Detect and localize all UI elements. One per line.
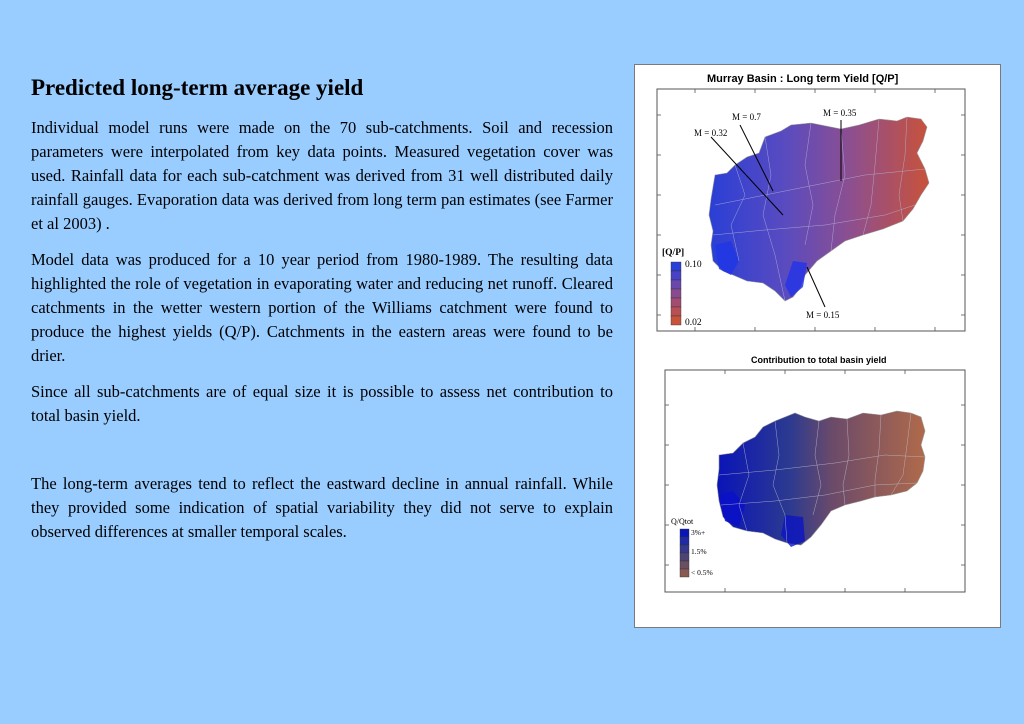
- annotation-m015: M = 0.15: [806, 310, 840, 320]
- map1-legend-title: [Q/P]: [662, 248, 685, 258]
- map2-legend-mid: 1.5%: [691, 547, 707, 556]
- map1-leaders: [710, 120, 842, 308]
- maps-figure: [656, 88, 966, 593]
- figure-panel: Murray Basin : Long term Yield [Q/P] [Q/…: [634, 64, 1001, 628]
- map2-legend-title: Q/Qtot: [671, 517, 694, 526]
- map2-blue-patch: [719, 491, 745, 527]
- map2-blue-patch2: [781, 515, 805, 547]
- page-title: Predicted long-term average yield: [31, 75, 364, 100]
- map2-legend-low: < 0.5%: [691, 568, 713, 577]
- paragraph-conclusion: The long-term averages tend to reflect t…: [31, 473, 613, 541]
- annotation-m07: M = 0.7: [732, 112, 761, 122]
- map1-legend-min: 0.02: [685, 318, 702, 328]
- paragraph-contribution: Since all sub-catchments are of equal si…: [31, 381, 613, 425]
- map2-legend-high: 3%+: [691, 528, 706, 537]
- paragraph-results: Model data was produced for a 10 year pe…: [31, 249, 613, 365]
- map1-subcatchments: [712, 116, 926, 302]
- map2-title: Contribution to total basin yield: [751, 355, 887, 365]
- map1-blue-patch2: [785, 261, 807, 297]
- map2-subcatchments: [718, 412, 926, 544]
- paragraph-method: Individual model runs were made on the 7…: [31, 117, 613, 233]
- map1-ticks: [657, 89, 965, 331]
- text-column: Predicted long-term average yield Indivi…: [31, 74, 613, 556]
- map1-legend: [670, 261, 682, 326]
- map1-title: Murray Basin : Long term Yield [Q/P]: [707, 73, 899, 85]
- map1-blue-patch: [715, 241, 739, 275]
- map2-ticks: [665, 370, 965, 592]
- map2-legend: [679, 528, 690, 578]
- annotation-m032: M = 0.32: [694, 128, 728, 138]
- map2-basin: [716, 410, 926, 546]
- map1-legend-max: 0.10: [685, 260, 702, 270]
- annotation-m035: M = 0.35: [823, 108, 857, 118]
